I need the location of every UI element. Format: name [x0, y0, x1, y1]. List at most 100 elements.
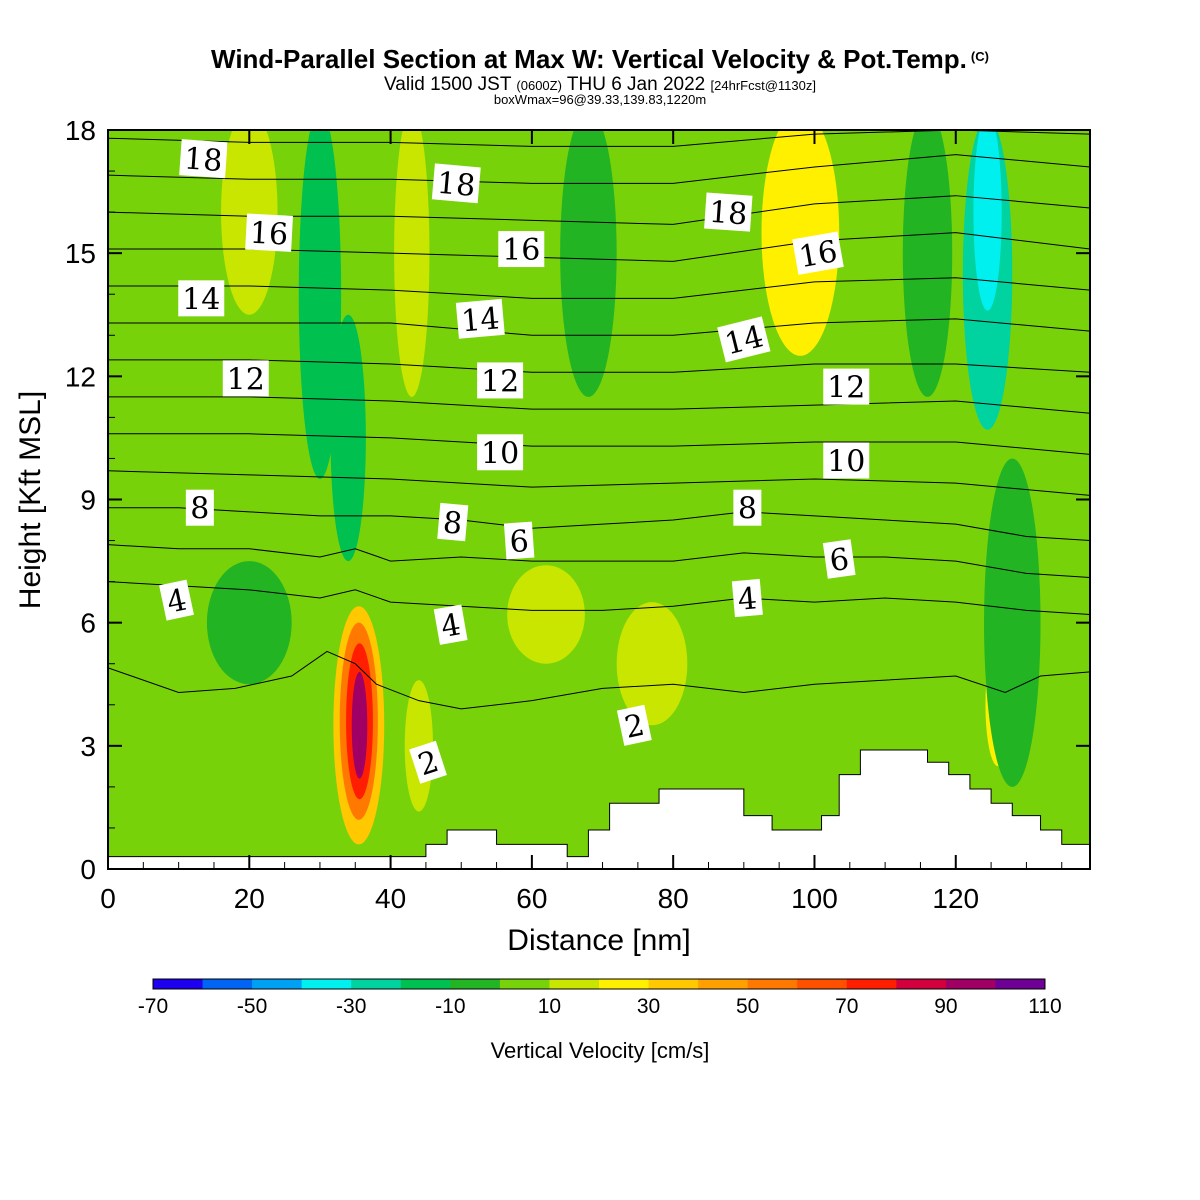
colorbar-label: 50 [736, 995, 759, 1018]
velocity-cell-9 [507, 565, 585, 664]
theta-line-12 [108, 154, 1090, 184]
theta-line-2 [108, 544, 1090, 579]
contour-label-19: 12 [823, 368, 870, 406]
theta-line-7 [108, 359, 1090, 373]
colorbar-swatch-15 [896, 979, 947, 989]
contour-label-bg [823, 442, 870, 479]
contour-label-1: 16 [245, 213, 293, 253]
contour-label-bg [477, 362, 524, 399]
contour-label-text: 12 [481, 364, 519, 399]
contour-label-21: 8 [733, 489, 762, 527]
contour-label-text: 14 [460, 301, 501, 339]
contour-label-14: 2 [409, 740, 447, 784]
contour-label-text: 4 [736, 581, 758, 618]
contour-label-text: 16 [796, 234, 840, 275]
contour-label-text: 6 [509, 524, 530, 560]
velocity-cell-4 [351, 671, 368, 779]
colorbar-label: 30 [637, 995, 660, 1018]
contour-label-15: 2 [616, 704, 652, 746]
y-axis-title: Height [Kft MSL] [14, 391, 47, 609]
valid-time-line: Valid 1500 JST (0600Z) THU 6 Jan 2022 [2… [0, 74, 1200, 96]
contour-label-bg [822, 539, 856, 579]
colorbar-swatch-4 [351, 979, 402, 989]
x-tick-label: 0 [100, 883, 116, 914]
colorbar-swatch-17 [995, 979, 1046, 989]
colorbar: -70 -50 -30 -10 10 30 50 70 90 110 [138, 978, 1062, 1018]
contour-label-0: 18 [179, 139, 228, 179]
colorbar-swatch-16 [945, 979, 996, 989]
contour-label-text: 18 [436, 166, 477, 204]
contour-label-2: 14 [178, 280, 225, 317]
contour-label-bg [455, 298, 505, 339]
contour-label-13: 4 [433, 604, 468, 645]
terrain-mask [108, 749, 1090, 869]
colorbar-swatch-7 [499, 979, 550, 989]
velocity-cell-6 [973, 130, 1002, 311]
contour-label-bg [733, 489, 762, 526]
contour-label-10: 10 [477, 434, 524, 471]
contour-label-text: 8 [738, 492, 757, 527]
theta-line-9 [108, 277, 1090, 299]
contour-label-text: 8 [442, 505, 464, 542]
colorbar-label: 70 [835, 995, 858, 1018]
colorbar-label: -50 [237, 995, 267, 1018]
contour-label-text: 18 [183, 141, 224, 179]
contour-label-4: 8 [185, 489, 214, 527]
contour-label-20: 10 [823, 442, 870, 479]
colorbar-title: Vertical Velocity [cm/s] [491, 1038, 710, 1063]
contour-label-bg [704, 192, 753, 232]
x-tick-label: 80 [658, 883, 689, 914]
y-tick-label: 15 [65, 238, 96, 269]
contour-label-bg [159, 579, 194, 621]
contour-label-text: 10 [827, 444, 865, 479]
colorbar-label: 90 [934, 995, 957, 1018]
colorbar-frame [152, 978, 1046, 990]
velocity-cell-19 [984, 458, 1041, 787]
contour-label-5: 4 [159, 579, 194, 621]
contour-label-6: 18 [431, 163, 481, 204]
x-tick-label: 40 [375, 883, 406, 914]
contour-label-bg [409, 740, 447, 784]
colorbar-swatch-9 [599, 979, 650, 989]
contour-label-16: 18 [704, 192, 753, 232]
colorbar-label: -10 [435, 995, 465, 1018]
colorbar-label: -70 [138, 995, 168, 1018]
contour-label-text: 16 [502, 233, 540, 268]
theta-line-1 [108, 581, 1090, 615]
velocity-cell-10 [616, 602, 688, 726]
colorbar-swatch-0 [153, 979, 204, 989]
contour-label-bg [717, 316, 771, 363]
contour-label-9: 12 [477, 362, 524, 399]
contour-label-bg [498, 231, 545, 268]
contour-label-23: 4 [731, 578, 763, 618]
x-tick-label: 60 [516, 883, 547, 914]
colorbar-swatch-2 [252, 979, 303, 989]
contour-label-8: 14 [455, 298, 505, 339]
colorbar-swatch-8 [549, 979, 600, 989]
colorbar-label: -30 [336, 995, 366, 1018]
y-axis: 0 3 6 9 12 15 18 [65, 115, 1090, 885]
valid-date: THU 6 Jan 2022 [566, 74, 706, 95]
colorbar-swatch-10 [648, 979, 699, 989]
contour-label-bg [433, 604, 468, 645]
theta-line-5 [108, 433, 1090, 455]
x-axis: 0 20 40 60 80 100 120 [100, 130, 1063, 914]
contour-label-text: 8 [190, 492, 209, 527]
contour-label-bg [503, 521, 535, 560]
contour-label-bg [792, 231, 844, 275]
valid-prefix: Valid 1500 JST [384, 74, 512, 95]
contour-label-bg [437, 502, 469, 542]
y-tick-label: 0 [80, 854, 96, 885]
contour-label-3: 12 [222, 360, 269, 397]
colorbar-label: 10 [538, 995, 561, 1018]
colorbar-label: 110 [1028, 995, 1061, 1018]
x-tick-label: 100 [791, 883, 838, 914]
contour-label-bg [431, 163, 481, 204]
contour-label-bg [178, 280, 225, 317]
contour-label-bg [179, 139, 228, 179]
contour-label-bg [185, 489, 214, 526]
contour-label-bg [477, 434, 524, 471]
contour-label-text: 6 [828, 542, 852, 579]
colorbar-swatch-5 [400, 979, 451, 989]
contour-label-text: 12 [827, 371, 865, 406]
